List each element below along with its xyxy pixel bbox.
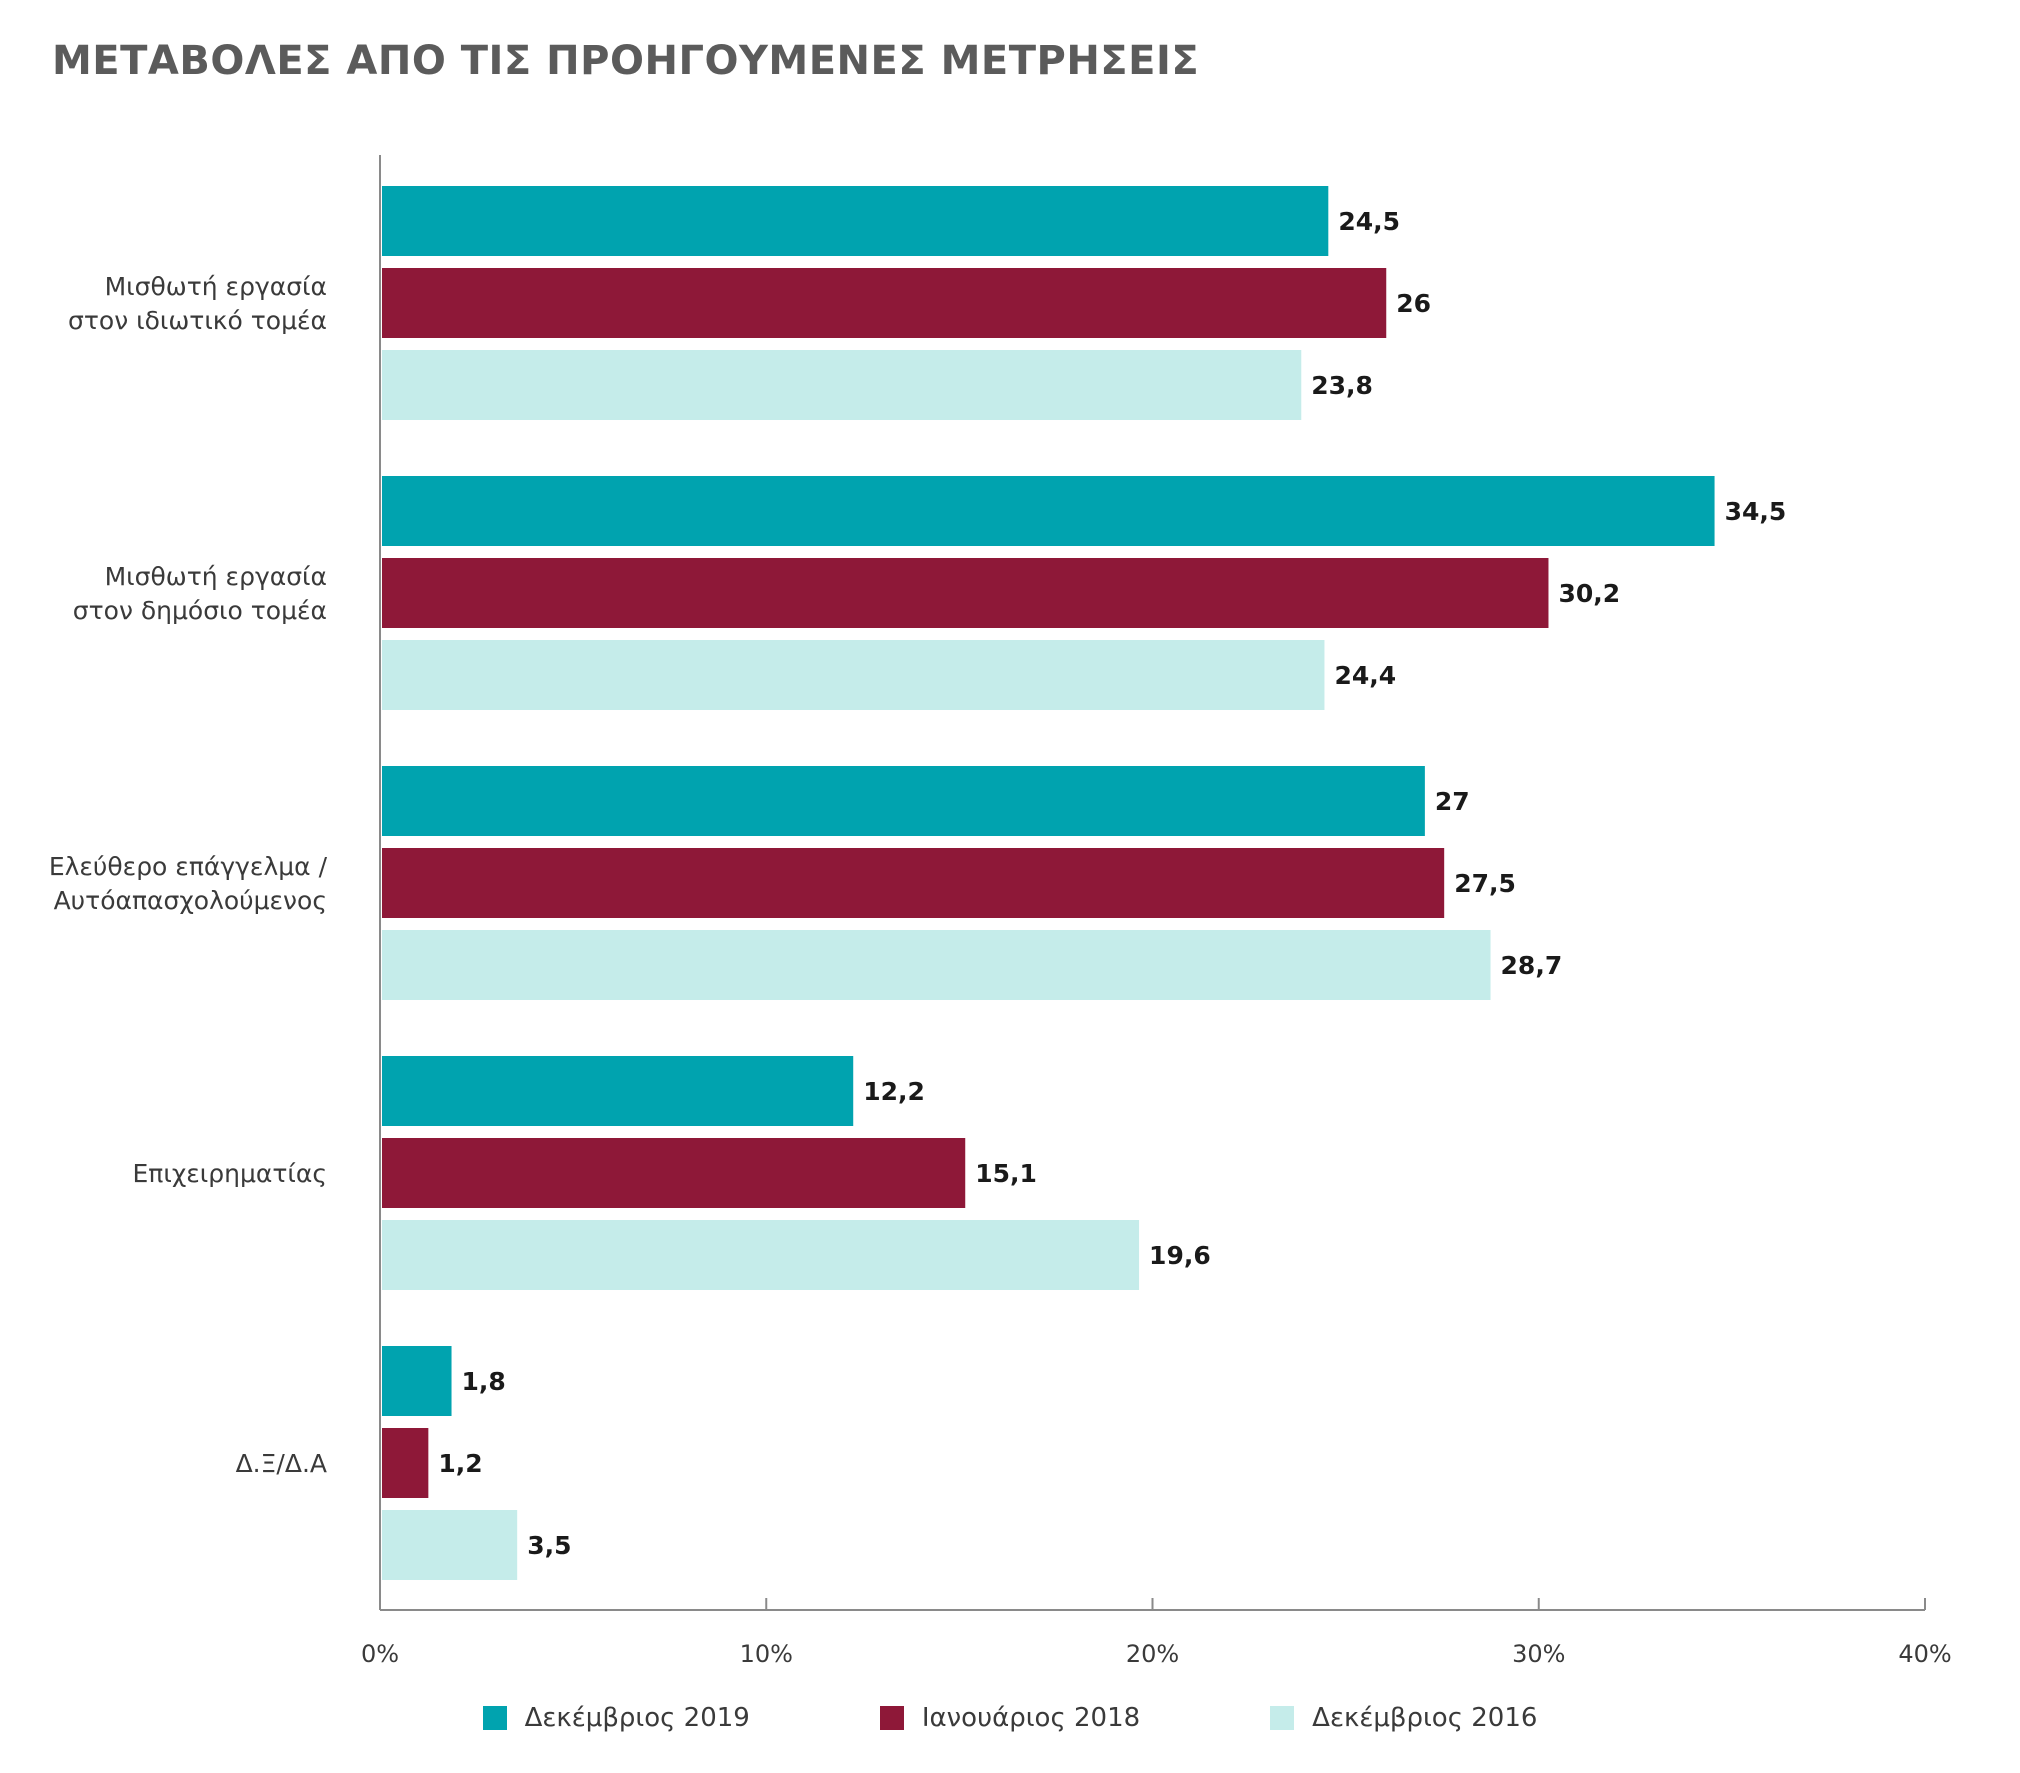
bar-2-series-1 xyxy=(382,476,1715,546)
bars-layer xyxy=(382,186,1715,1580)
category-label: Αυτόαπασχολούμενος xyxy=(54,886,327,915)
data-label: 3,5 xyxy=(527,1531,571,1560)
bar-1-series-3 xyxy=(382,350,1302,420)
bar-3-series-3 xyxy=(382,930,1491,1000)
bar-5-series-1 xyxy=(382,1346,452,1416)
legend: Δεκέμβριος 2019 Ιανουάριος 2018 Δεκέμβριος… xyxy=(0,1703,2020,1733)
legend-label: Δεκέμβριος 2016 xyxy=(1312,1703,1538,1733)
x-tick-label: 20% xyxy=(1126,1640,1179,1668)
legend-item: Δεκέμβριος 2019 xyxy=(482,1703,750,1733)
bar-1-series-2 xyxy=(382,268,1387,338)
x-tick-label: 40% xyxy=(1898,1640,1951,1668)
data-label: 24,5 xyxy=(1338,207,1400,236)
data-label: 12,2 xyxy=(863,1077,925,1106)
data-label: 19,6 xyxy=(1149,1241,1211,1270)
data-label: 24,4 xyxy=(1334,661,1396,690)
labels-layer: 24,5 26 23,8 Μισθωτή εργασία στον ιδιωτικό τ… xyxy=(49,207,1952,1668)
bar-chart: 24,5 26 23,8 Μισθωτή εργασία στον ιδιωτικό τ… xyxy=(49,155,1952,1668)
legend-item: Δεκέμβριος 2016 xyxy=(1270,1703,1537,1733)
data-label: 15,1 xyxy=(975,1159,1037,1188)
category-label: Μισθωτή εργασία xyxy=(105,272,327,301)
category-label: Δ.Ξ/Δ.Α xyxy=(236,1449,327,1478)
category-label: στον δημόσιο τομέα xyxy=(73,596,327,625)
data-label: 1,8 xyxy=(462,1367,506,1396)
x-tick-label: 10% xyxy=(740,1640,793,1668)
bar-3-series-2 xyxy=(382,848,1445,918)
category-label: στον ιδιωτικό τομέα xyxy=(68,306,327,335)
legend-swatch xyxy=(482,1706,507,1730)
data-label: 1,2 xyxy=(438,1449,482,1478)
x-tick-label: 0% xyxy=(361,1640,399,1668)
category-label: Μισθωτή εργασία xyxy=(105,562,327,591)
data-label: 27,5 xyxy=(1454,869,1516,898)
bar-2-series-3 xyxy=(382,640,1325,710)
legend-swatch xyxy=(879,1706,904,1730)
data-label: 26 xyxy=(1396,289,1431,318)
data-label: 34,5 xyxy=(1725,497,1787,526)
bar-5-series-3 xyxy=(382,1510,518,1580)
category-label: Ελεύθερο επάγγελμα / xyxy=(49,852,328,881)
bar-1-series-1 xyxy=(382,186,1329,256)
legend-swatch xyxy=(1270,1706,1295,1730)
data-label: 30,2 xyxy=(1558,579,1620,608)
category-label: Επιχειρηματίας xyxy=(133,1159,327,1188)
data-label: 28,7 xyxy=(1501,951,1563,980)
data-label: 23,8 xyxy=(1311,371,1373,400)
legend-item: Ιανουάριος 2018 xyxy=(879,1703,1141,1733)
bar-5-series-2 xyxy=(382,1428,429,1498)
bar-4-series-1 xyxy=(382,1056,854,1126)
x-tick-label: 30% xyxy=(1512,1640,1565,1668)
bar-3-series-1 xyxy=(382,766,1425,836)
bar-4-series-3 xyxy=(382,1220,1140,1290)
legend-label: Ιανουάριος 2018 xyxy=(921,1703,1141,1733)
data-label: 27 xyxy=(1435,787,1470,816)
bar-4-series-2 xyxy=(382,1138,966,1208)
axis-layer xyxy=(379,155,1926,1611)
chart-title: ΜΕΤΑΒΟΛΕΣ ΑΠΟ ΤΙΣ ΠΡΟΗΓΟΥΜΕΝΕΣ ΜΕΤΡΗΣΕΙΣ xyxy=(52,38,1200,84)
legend-label: Δεκέμβριος 2019 xyxy=(524,1703,750,1733)
bar-2-series-2 xyxy=(382,558,1549,628)
